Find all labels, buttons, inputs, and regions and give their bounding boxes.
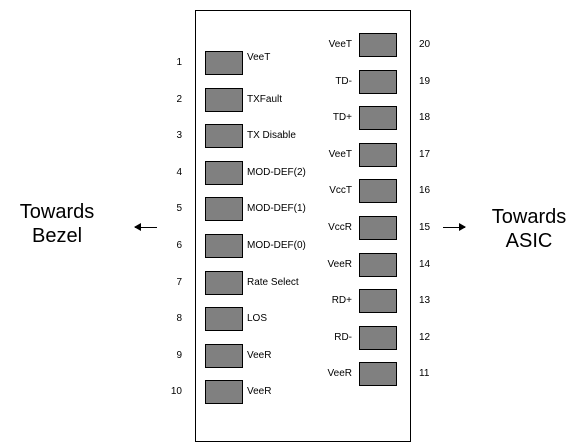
pin-pad (359, 142, 397, 167)
pin-signal-label: VeeR (247, 386, 272, 398)
pin-number: 17 (419, 148, 431, 160)
pin-signal-label: VeeT (328, 148, 352, 160)
pin-signal-label: Rate Select (247, 276, 299, 288)
pin-signal-label: RD- (334, 331, 352, 343)
pin-number: 8 (176, 313, 182, 325)
pin-pad (205, 87, 243, 112)
pin-number: 16 (419, 185, 431, 197)
pin-signal-label: TX Disable (247, 130, 296, 142)
pin-number: 15 (419, 222, 431, 233)
pin-number: 3 (176, 130, 182, 142)
pin-pad (205, 160, 243, 185)
pin-number: 9 (176, 349, 182, 361)
pin-number: 6 (176, 240, 182, 251)
pin-pad (359, 33, 397, 57)
pin-signal-label: MOD-DEF(2) (247, 166, 306, 178)
pin-pad (359, 252, 397, 277)
pin-signal-label: TXFault (247, 93, 283, 105)
towards-bezel-label: Towards Bezel (2, 200, 112, 248)
towards-bezel-line1: Towards (19, 201, 95, 223)
pin-pad (205, 51, 243, 75)
pin-pad (205, 124, 243, 149)
pin-number: 10 (170, 386, 182, 398)
pin-pad (205, 197, 243, 222)
pin-signal-label: MOD-DEF(0) (247, 240, 306, 251)
pin-signal-label: TD- (335, 75, 352, 87)
pin-signal-label: LOS (247, 313, 268, 325)
pin-number: 11 (419, 368, 430, 380)
pin-number: 13 (419, 295, 431, 307)
pin-pad (205, 234, 243, 258)
pin-pad (359, 325, 397, 350)
towards-asic-line1: Towards (491, 206, 567, 228)
pin-number: 14 (419, 258, 431, 270)
pin-number: 7 (176, 276, 182, 288)
pin-number: 12 (419, 331, 431, 343)
pin-pad (205, 307, 243, 332)
right-arrow-icon (443, 223, 466, 231)
pin-pad (359, 179, 397, 204)
pin-number: 19 (419, 75, 431, 87)
pin-number: 20 (419, 39, 431, 50)
pin-pad (359, 69, 397, 94)
pin-number: 1 (176, 57, 182, 68)
pin-signal-label: VeeR (247, 349, 272, 361)
left-arrow-icon (134, 223, 157, 231)
pin-pad (359, 216, 397, 240)
pin-number: 5 (176, 203, 182, 215)
pin-signal-label: VeeR (327, 368, 352, 380)
pin-pad (205, 270, 243, 295)
pin-signal-label: VeeT (328, 39, 352, 50)
pin-signal-label: VccT (329, 185, 352, 197)
pin-signal-label: RD+ (331, 295, 352, 307)
pin-number: 4 (176, 166, 182, 178)
pin-signal-label: MOD-DEF(1) (247, 203, 306, 215)
pin-pad (359, 289, 397, 314)
pin-pad (205, 343, 243, 368)
pin-signal-label: TD+ (332, 112, 352, 124)
pin-pad (359, 362, 397, 387)
pin-pad (359, 106, 397, 131)
towards-asic-line2: ASIC (505, 230, 553, 252)
pin-signal-label: VeeT (247, 52, 271, 63)
pin-number: 2 (176, 93, 182, 105)
pin-signal-label: VccR (328, 222, 352, 233)
pin-number: 18 (419, 112, 431, 124)
towards-bezel-line2: Bezel (31, 225, 83, 247)
pin-pad (205, 380, 243, 405)
pin-signal-label: VeeR (327, 258, 352, 270)
towards-asic-label: Towards ASIC (479, 205, 579, 253)
